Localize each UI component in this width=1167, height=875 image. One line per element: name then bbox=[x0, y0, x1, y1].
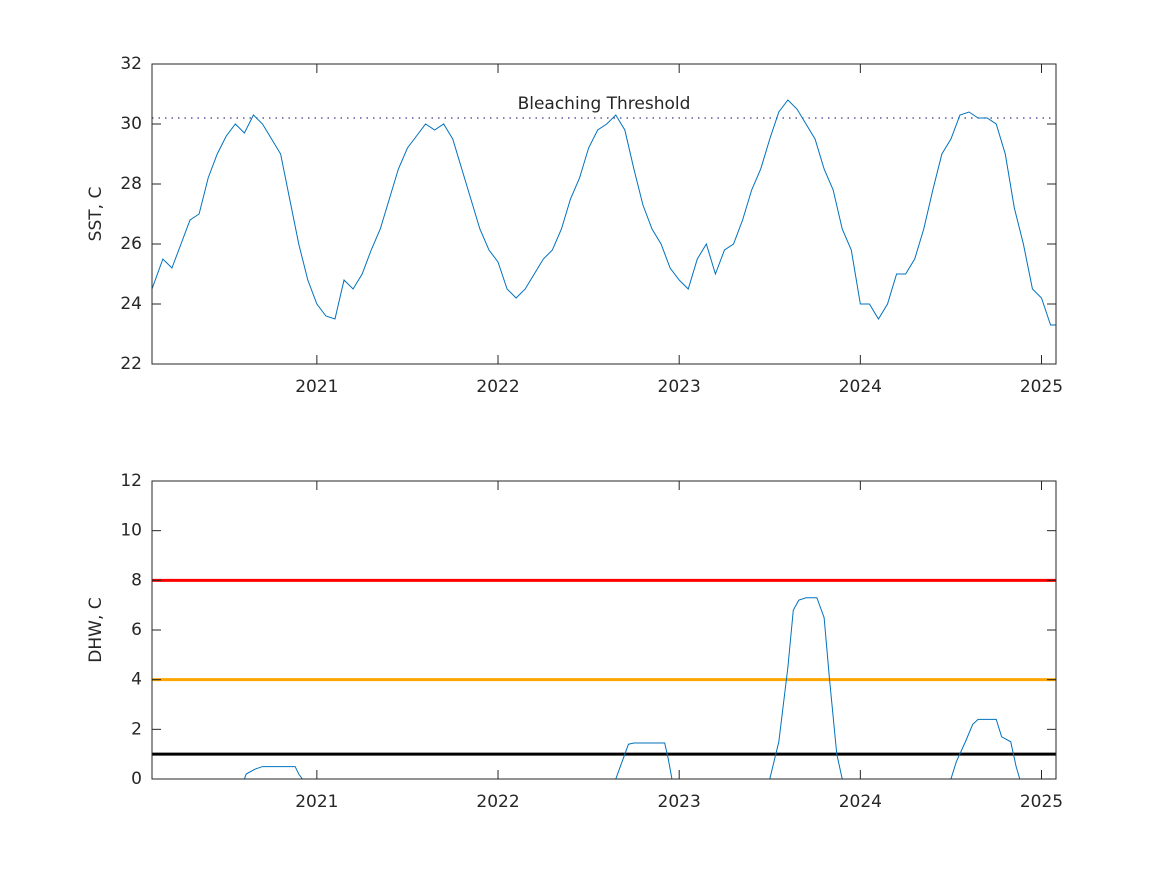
x-tick-label: 2023 bbox=[658, 792, 701, 812]
y-tick-label: 12 bbox=[120, 471, 142, 491]
plot-area bbox=[152, 481, 1056, 779]
y-tick-label: 2 bbox=[131, 719, 142, 739]
y-axis-label: SST, C bbox=[86, 187, 106, 242]
data-line bbox=[152, 597, 1056, 780]
y-tick-label: 24 bbox=[120, 294, 142, 314]
y-tick-label: 10 bbox=[120, 521, 142, 541]
x-tick-label: 2023 bbox=[658, 377, 701, 397]
y-tick-label: 26 bbox=[120, 234, 142, 254]
x-tick-label: 2025 bbox=[1020, 377, 1063, 397]
x-tick-label: 2025 bbox=[1020, 792, 1063, 812]
y-tick-label: 8 bbox=[131, 570, 142, 590]
y-tick-label: 28 bbox=[120, 174, 142, 194]
y-tick-label: 4 bbox=[131, 670, 142, 690]
x-tick-label: 2022 bbox=[476, 377, 519, 397]
x-tick-label: 2021 bbox=[295, 792, 338, 812]
y-tick-label: 22 bbox=[120, 354, 142, 374]
y-axis-label: DHW, C bbox=[86, 597, 106, 662]
y-tick-label: 30 bbox=[120, 114, 142, 134]
x-tick-label: 2024 bbox=[839, 377, 882, 397]
y-tick-label: 0 bbox=[131, 769, 142, 789]
x-tick-label: 2021 bbox=[295, 377, 338, 397]
x-tick-label: 2022 bbox=[476, 792, 519, 812]
axes-frame bbox=[151, 63, 1057, 365]
plot-area bbox=[152, 64, 1056, 364]
y-tick-label: 32 bbox=[120, 54, 142, 74]
data-line bbox=[151, 99, 1056, 326]
reference-label: Bleaching Threshold bbox=[518, 94, 691, 114]
x-tick-label: 2024 bbox=[839, 792, 882, 812]
y-tick-label: 6 bbox=[131, 620, 142, 640]
